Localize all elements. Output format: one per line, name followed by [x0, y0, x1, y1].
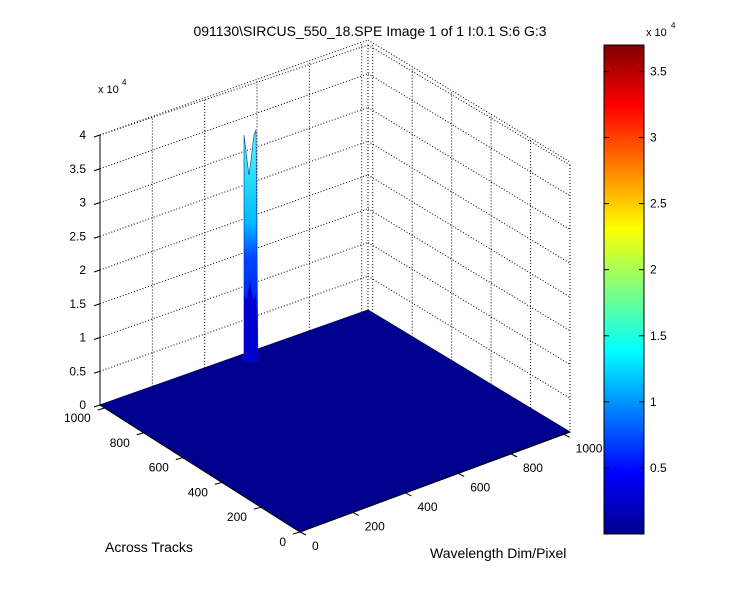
- z-tick-label: 3.5: [69, 162, 86, 176]
- y-tick-mark: [292, 531, 301, 535]
- z-tick-mark: [93, 134, 101, 138]
- gridline-z-right: [367, 107, 571, 230]
- x-tick-label: 600: [470, 480, 490, 494]
- peak-group: [243, 129, 259, 363]
- z-tick-mark: [93, 303, 101, 307]
- colorbar-tick-label: 3: [650, 131, 657, 145]
- y-tick-label: 200: [227, 510, 247, 524]
- z-tick-label: 1: [79, 331, 86, 345]
- colorbar-gradient: [603, 44, 645, 535]
- z-tick-label: 4: [79, 128, 86, 142]
- gridline-z-right: [367, 73, 571, 197]
- colorbar-multiplier: x 10: [646, 27, 667, 39]
- y-axis-ticks: 0 200 400 600 800 1000: [64, 407, 301, 549]
- x-tick-label: 1000: [576, 441, 603, 455]
- gridline-z-left: [99, 39, 369, 136]
- y-tick-mark: [97, 407, 105, 411]
- z-tick-mark: [93, 235, 101, 239]
- z-tick-label: 2.5: [69, 229, 86, 243]
- z-tick-label: 3: [79, 196, 86, 210]
- x-tick-label: 400: [417, 500, 437, 514]
- x-tick-mark: [510, 453, 518, 458]
- colorbar-multiplier-exp: 4: [671, 21, 676, 30]
- colorbar-tick-label: 2.5: [650, 197, 667, 211]
- axes-box: [99, 39, 571, 432]
- top-back-right-edge: [367, 44, 571, 166]
- z-tick-mark: [93, 404, 101, 408]
- y-tick-label: 800: [110, 436, 130, 450]
- x-tick-mark: [563, 433, 570, 438]
- gridline-z-right: [367, 140, 571, 264]
- colorbar-tick-label: 2: [650, 263, 657, 277]
- z-tick-mark: [93, 337, 101, 340]
- colorbar: 0.5 1 1.5 2 2.5 3 3.5 x 10 4: [603, 21, 676, 535]
- z-tick-label: 1.5: [69, 297, 86, 311]
- x-tick-mark: [352, 512, 359, 516]
- x-tick-mark: [299, 531, 307, 536]
- y-tick-mark: [136, 432, 144, 436]
- chart-title: 091130\SIRCUS_550_18.SPE Image 1 of 1 I:…: [193, 23, 546, 39]
- z-tick-mark: [93, 370, 101, 374]
- top-back-left-edge: [99, 44, 369, 136]
- x-tick-mark: [457, 472, 465, 477]
- peak-front-face: [244, 280, 258, 362]
- colorbar-tick-label: 3.5: [650, 64, 667, 78]
- x-tick-label: 800: [523, 461, 543, 475]
- z-tick-label: 0: [79, 398, 86, 412]
- y-tick-label: 400: [188, 485, 208, 499]
- gridline-z-right: [367, 174, 571, 298]
- colorbar-ticks: 0.5 1 1.5 2 2.5 3 3.5: [604, 64, 667, 475]
- y-tick-label: 0: [279, 535, 286, 549]
- z-tick-label: 0.5: [69, 364, 86, 378]
- y-axis-label: Across Tracks: [105, 539, 193, 555]
- gridline-z-right: [367, 242, 571, 365]
- x-tick-label: 0: [312, 539, 319, 553]
- y-tick-label: 1000: [64, 411, 91, 425]
- gridline-z-right: [367, 39, 571, 163]
- colorbar-tick-label: 1: [650, 395, 657, 409]
- colorbar-tick-label: 0.5: [650, 461, 667, 475]
- y-axis-line: [99, 404, 301, 533]
- y-tick-mark: [175, 457, 183, 461]
- gridline-z-right: [367, 208, 571, 332]
- x-axis-label: Wavelength Dim/Pixel: [430, 545, 566, 561]
- y-tick-label: 600: [149, 461, 169, 475]
- x-tick-label: 200: [365, 519, 385, 533]
- surface-floor: [98, 309, 572, 533]
- x-axis-ticks: 0 200 400 600 800 1000: [299, 433, 603, 553]
- gridlines: [99, 39, 571, 409]
- z-multiplier-exp: 4: [122, 78, 127, 87]
- y-tick-mark: [214, 481, 223, 485]
- y-tick-mark: [253, 506, 262, 510]
- colorbar-tick-label: 1.5: [650, 329, 667, 343]
- z-multiplier: x 10: [98, 84, 119, 96]
- z-tick-label: 2: [79, 263, 86, 277]
- z-tick-mark: [93, 202, 101, 205]
- z-axis-ticks: 0 0.5 1 1.5 2 2.5 3 3.5 4: [69, 128, 101, 412]
- z-tick-mark: [93, 168, 101, 172]
- x-axis-line: [299, 431, 571, 533]
- z-tick-mark: [93, 269, 101, 273]
- gridline-z-right: [367, 275, 571, 399]
- x-tick-mark: [405, 492, 412, 497]
